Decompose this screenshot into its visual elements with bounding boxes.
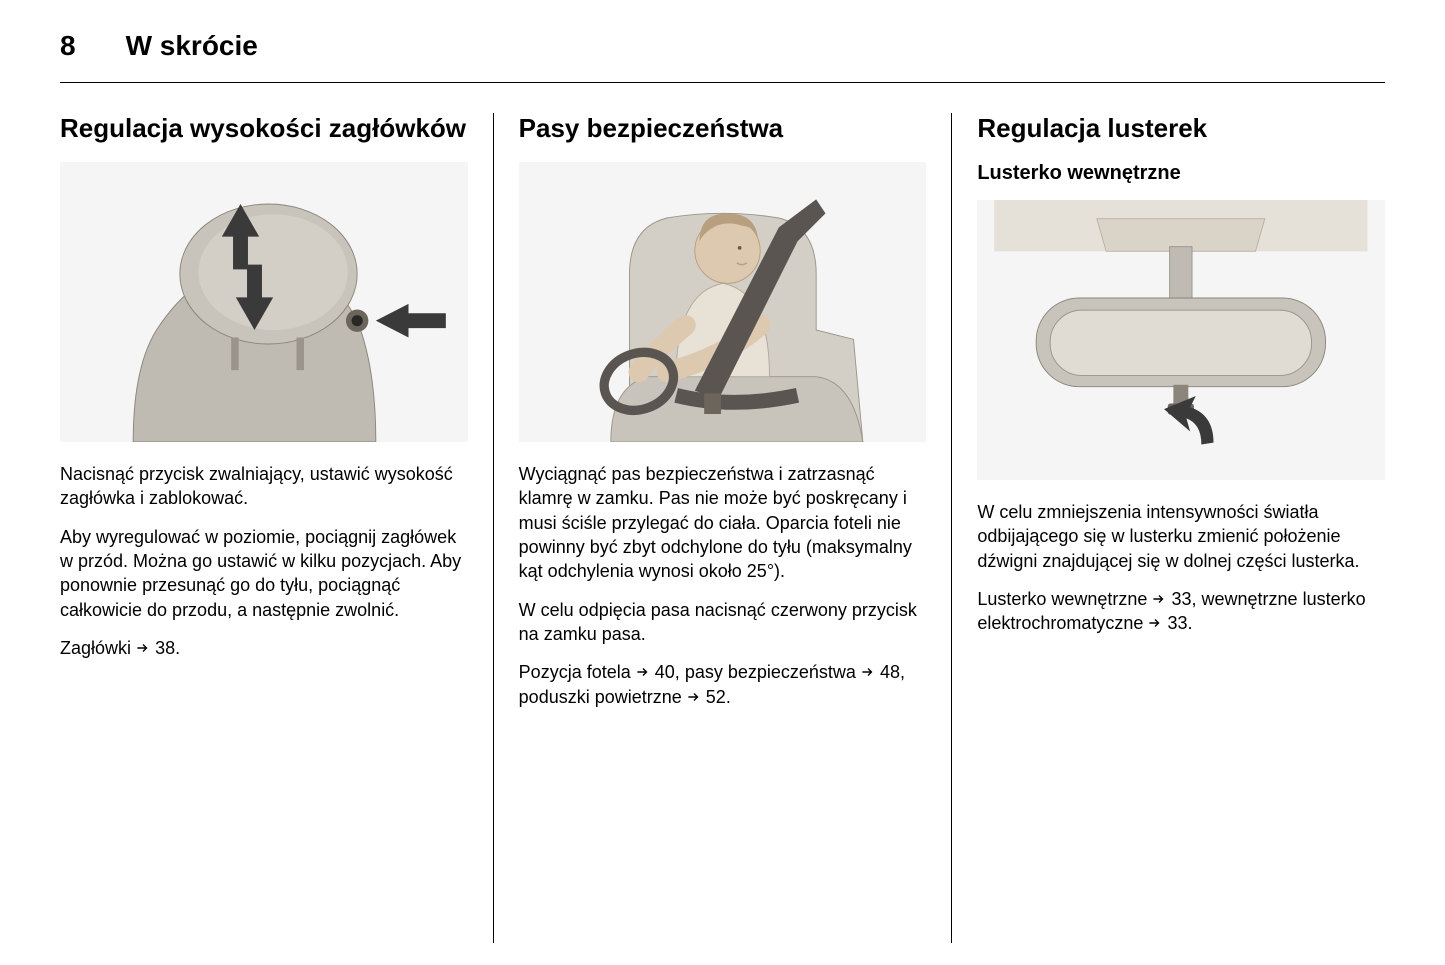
ref-arrow-icon xyxy=(1152,592,1166,606)
figure-headrest xyxy=(60,162,468,442)
para-headrest-1: Nacisnąć przycisk zwalniający, ustawić w… xyxy=(60,462,468,511)
ref-seatbelt: Pozycja fotela 40, pasy bezpieczeństwa 4… xyxy=(519,660,927,709)
column-mirror: Regulacja lusterek Lusterko wewnętrzne xyxy=(952,113,1385,943)
ref-arrow-icon xyxy=(687,690,701,704)
arrow-left-icon xyxy=(376,304,446,338)
figure-seatbelt xyxy=(519,162,927,442)
arrow-curve-icon xyxy=(1164,396,1213,445)
content-columns: Regulacja wysokości zagłówków xyxy=(60,113,1385,943)
ref-arrow-icon xyxy=(636,665,650,679)
column-headrest: Regulacja wysokości zagłówków xyxy=(60,113,493,943)
headrest-illustration-svg xyxy=(60,162,468,442)
para-headrest-2: Aby wyregulować w poziomie, pociągnij za… xyxy=(60,525,468,622)
ref-arrow-icon xyxy=(136,641,150,655)
mirror-illustration-svg xyxy=(977,200,1385,480)
para-seatbelt-2: W celu odpięcia pasa nacisnąć czerwony p… xyxy=(519,598,927,647)
section-title: W skrócie xyxy=(126,30,258,62)
seatbelt-illustration-svg xyxy=(519,162,927,442)
page-number: 8 xyxy=(60,30,76,62)
heading-mirror: Regulacja lusterek xyxy=(977,113,1385,144)
ref-arrow-icon xyxy=(861,665,875,679)
ref-mirror: Lusterko wewnętrzne 33, wewnętrzne luste… xyxy=(977,587,1385,636)
heading-headrest: Regulacja wysokości zagłówków xyxy=(60,113,468,144)
ref-headrest: Zagłówki 38. xyxy=(60,636,468,660)
heading-seatbelt: Pasy bezpieczeństwa xyxy=(519,113,927,144)
figure-mirror xyxy=(977,200,1385,480)
para-seatbelt-1: Wyciągnąć pas bezpieczeństwa i zatrzasną… xyxy=(519,462,927,583)
subheading-interior-mirror: Lusterko wewnętrzne xyxy=(977,162,1385,185)
column-seatbelt: Pasy bezpieczeństwa xyxy=(494,113,952,943)
ref-arrow-icon xyxy=(1148,616,1162,630)
page-header: 8 W skrócie xyxy=(60,30,1385,83)
para-mirror-1: W celu zmniejszenia intensywności światł… xyxy=(977,500,1385,573)
